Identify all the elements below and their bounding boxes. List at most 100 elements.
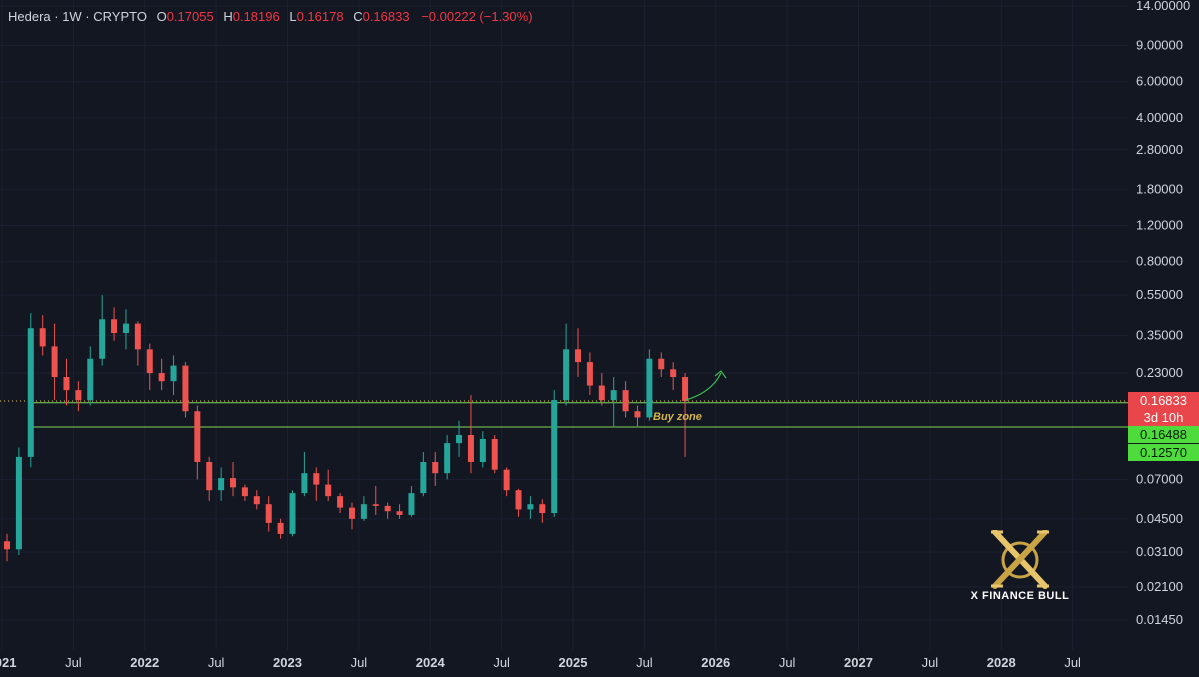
candle [491,434,498,474]
candle [586,352,593,395]
candle-body [39,328,46,347]
candle-body [337,496,344,508]
candle-body [51,346,58,378]
y-tick-label: 9.00000 [1136,37,1183,52]
candle [372,485,379,515]
y-tick-label: 0.02100 [1136,579,1183,594]
x-tick-label: 2022 [130,655,159,670]
candle-body [241,487,248,497]
x-tick-label: Jul [65,655,82,670]
candle [39,315,46,356]
open-value: 0.17055 [166,9,214,24]
candle-body [170,365,177,382]
high-label: H [223,9,233,24]
candle [563,323,570,406]
candle-body [586,362,593,386]
candle [337,493,344,514]
change-value: −0.00222 (−1.30%) [421,9,533,24]
candle-body [4,541,10,550]
candle [122,309,129,350]
y-tick-label: 4.00000 [1136,110,1183,125]
candle-body [111,319,118,334]
candle-body [539,504,546,514]
candle [444,434,451,480]
y-tick-label: 0.04500 [1136,511,1183,526]
buy-zone-label: Buy zone [653,411,702,423]
candlestick-series [4,295,689,562]
candle-body [289,493,296,534]
y-tick-label: 0.03100 [1136,544,1183,559]
candle [230,462,237,497]
candle-body [515,490,522,510]
watermark-logo: X FINANCE BULL [955,529,1085,608]
candle-body [610,390,617,401]
candle-body [146,349,153,374]
candle-body [491,438,498,470]
close-label: C [353,9,363,24]
candle-body [527,504,534,510]
candle [206,456,213,501]
candle [348,502,355,530]
candle-body [372,504,379,506]
candle [277,518,284,539]
y-tick-label: 0.01450 [1136,612,1183,627]
x-tick-label: Jul [493,655,510,670]
open-label: O [156,9,167,24]
y-tick-label: 2.80000 [1136,142,1183,157]
candle [182,362,189,418]
candle-body [182,365,189,412]
candle [253,490,260,510]
arrow-head-icon [714,370,727,379]
candle-body [479,438,486,463]
candle-body [253,496,260,505]
x-tick-label: 2024 [416,655,446,670]
candle-body [622,390,629,412]
y-tick-label: 0.07000 [1136,471,1183,486]
y-tick-label: 0.55000 [1136,287,1183,302]
x-tick-label: 2026 [701,655,730,670]
lower-level-badge: 0.12570 [1128,444,1199,461]
low-value: 0.16178 [296,9,344,24]
candle [289,490,296,537]
x-tick-label: 2025 [559,655,588,670]
candle [670,362,677,391]
y-tick-label: 0.23000 [1136,365,1183,380]
candle-body [670,369,677,378]
candle-body [503,469,510,491]
candle-body [206,462,213,491]
y-tick-label: 6.00000 [1136,74,1183,89]
candle [646,349,653,421]
candle [27,313,34,468]
candle-body [396,511,403,515]
candle [598,373,605,406]
candle-body [408,493,415,515]
candle-body [134,323,141,350]
last-price-badge: 0.16833 [1128,392,1199,409]
y-tick-label: 1.80000 [1136,181,1183,196]
close-value: 0.16833 [362,9,410,24]
price-axis[interactable]: 14.00000 9.00000 6.00000 4.00000 2.80000 1.80… [1136,0,1190,627]
low-label: L [289,9,297,24]
candle-body [467,434,474,463]
candle-body [122,323,129,334]
candle-body [194,411,201,463]
candle-body [646,358,653,418]
projection-arrow [685,372,722,401]
candle [111,307,118,341]
time-axis[interactable]: 2021 Jul 2022 Jul 2023 Jul 2024 Jul 2025 Jul 2026 J… [0,655,1081,670]
candle-body [277,522,284,534]
candle [575,328,581,378]
candle-body [15,456,22,550]
candle [503,467,510,497]
candle-body [313,473,320,485]
candle [313,467,320,501]
countdown-badge: 3d 10h [1128,409,1199,426]
candle [87,346,94,406]
candle-body [563,349,570,401]
candle [63,358,70,406]
symbol-legend: Hedera · 1W · CRYPTO O0.17055 H0.18196 L… [8,9,533,24]
candle-body [325,484,332,497]
symbol-title: Hedera · 1W · CRYPTO [8,9,147,24]
candle-body [27,328,34,457]
